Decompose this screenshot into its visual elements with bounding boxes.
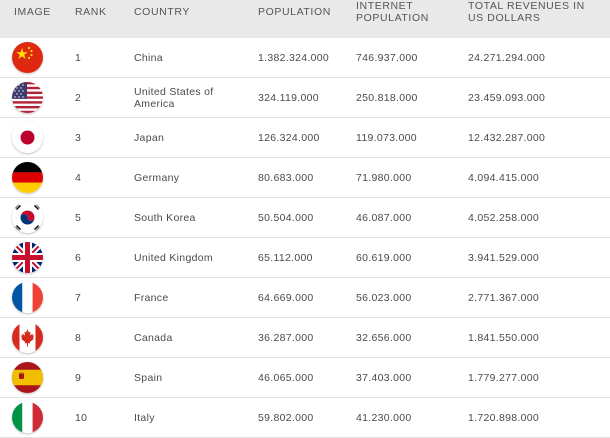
header-total-revenues: TOTAL REVENUES IN US DOLLARS [468,0,585,24]
country-cell: South Korea [134,212,196,224]
south-korea-flag-icon [12,202,43,233]
germany-flag-icon [12,162,43,193]
internet-population-cell: 56.023.000 [356,292,412,304]
table-row: 7 France 64.669.000 56.023.000 2.771.367.000 [0,278,610,318]
population-cell: 80.683.000 [258,172,314,184]
revenues-cell: 4.052.258.000 [468,212,540,224]
table-row: 10 Italy 59.802.000 41.230.000 1.720.898.000 [0,398,610,438]
population-cell: 64.669.000 [258,292,314,304]
table-row: 2 United States of America 324.119.000 250.… [0,78,610,118]
rank-cell: 7 [75,292,82,304]
france-flag-icon [12,282,43,313]
population-cell: 36.287.000 [258,332,314,344]
country-cell: China [134,52,163,64]
table-row: 4 Germany 80.683.000 71.980.000 4.094.415.00… [0,158,610,198]
country-cell: United Kingdom [134,252,213,264]
rank-cell: 3 [75,132,82,144]
population-cell: 59.802.000 [258,412,314,424]
rank-cell: 1 [75,52,82,64]
country-cell: Japan [134,132,165,144]
internet-population-cell: 32.656.000 [356,332,412,344]
internet-population-cell: 746.937.000 [356,52,418,64]
rank-cell: 2 [75,92,82,104]
table-row: 9 Spain 46.065.000 37.403.000 1.779.277.000 [0,358,610,398]
header-country: COUNTRY [134,6,190,18]
internet-population-cell: 119.073.000 [356,132,417,144]
country-cell: Spain [134,372,163,384]
revenues-cell: 1.841.550.000 [468,332,540,344]
internet-population-cell: 71.980.000 [356,172,412,184]
table-row: 1 China 1.382.324.000 746.937.000 24.271.294… [0,38,610,78]
usa-flag-icon [12,82,43,113]
internet-population-cell: 60.619.000 [356,252,412,264]
header-rank: RANK [75,6,107,18]
table-row: 5 South Korea 50.504.000 46.087.000 4.052.25… [0,198,610,238]
revenues-cell: 3.941.529.000 [468,252,540,264]
internet-population-cell: 46.087.000 [356,212,412,224]
rank-cell: 4 [75,172,82,184]
country-cell: United States of America [134,86,214,110]
country-cell: France [134,292,169,304]
italy-flag-icon [12,402,43,433]
header-population: POPULATION [258,6,331,18]
rank-cell: 10 [75,412,88,424]
table-row: 6 United Kingdom 65.112.000 60.619.000 3.941… [0,238,610,278]
rank-cell: 6 [75,252,82,264]
population-cell: 46.065.000 [258,372,314,384]
uk-flag-icon [12,242,43,273]
china-flag-icon [12,42,43,73]
revenues-cell: 12.432.287.000 [468,132,546,144]
table-header: IMAGE RANK COUNTRY POPULATION INTERNET P… [0,0,610,38]
revenues-cell: 1.720.898.000 [468,412,540,424]
revenues-cell: 4.094.415.000 [468,172,540,184]
population-cell: 65.112.000 [258,252,313,264]
population-cell: 126.324.000 [258,132,320,144]
population-cell: 324.119.000 [258,92,319,104]
internet-population-cell: 37.403.000 [356,372,412,384]
revenues-cell: 2.771.367.000 [468,292,540,304]
table-row: 8 Canada 36.287.000 32.656.000 1.841.550.000 [0,318,610,358]
revenues-cell: 23.459.093.000 [468,92,546,104]
japan-flag-icon [12,122,43,153]
rank-cell: 8 [75,332,82,344]
internet-population-cell: 250.818.000 [356,92,418,104]
population-cell: 50.504.000 [258,212,314,224]
revenues-cell: 1.779.277.000 [468,372,540,384]
table-row: 3 Japan 126.324.000 119.073.000 12.432.287.0… [0,118,610,158]
spain-flag-icon [12,362,43,393]
canada-flag-icon [12,322,43,353]
country-cell: Italy [134,412,155,424]
internet-population-cell: 41.230.000 [356,412,412,424]
revenues-cell: 24.271.294.000 [468,52,546,64]
country-cell: Germany [134,172,180,184]
header-image: IMAGE [14,6,51,18]
rank-cell: 9 [75,372,82,384]
population-cell: 1.382.324.000 [258,52,330,64]
country-cell: Canada [134,332,173,344]
header-internet-population: INTERNET POPULATION [356,0,429,24]
rank-cell: 5 [75,212,82,224]
